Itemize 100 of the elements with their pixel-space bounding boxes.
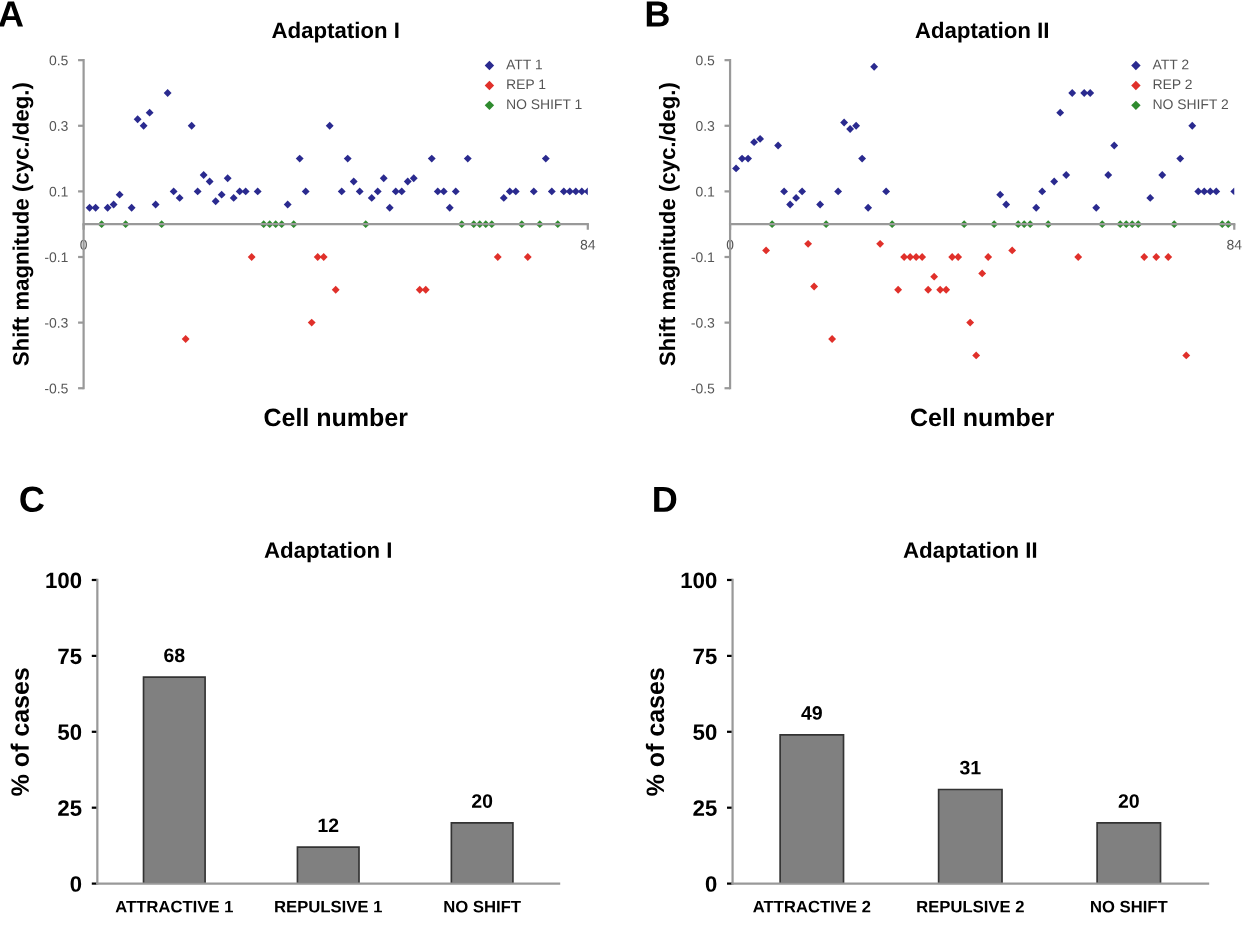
data-label: 49 — [801, 706, 822, 720]
y-tick-label: 75 — [58, 648, 82, 665]
text: B — [646, 1, 669, 27]
point — [145, 108, 154, 117]
point — [1002, 200, 1011, 209]
bar — [142, 676, 206, 884]
data-label: 20 — [1118, 794, 1139, 808]
point — [427, 154, 436, 163]
point — [1194, 187, 1203, 196]
point — [834, 187, 843, 196]
point — [774, 141, 783, 150]
point — [984, 253, 993, 261]
y-tick-label: 75 — [693, 648, 717, 665]
point — [493, 253, 502, 261]
point — [319, 253, 328, 261]
y-tick-label: 50 — [693, 724, 717, 741]
point — [505, 187, 514, 196]
point — [223, 174, 232, 183]
y-axis-title: Shift magnitude (cyc./deg.) — [658, 83, 680, 366]
point — [1104, 171, 1113, 179]
point — [349, 177, 358, 186]
point — [403, 177, 412, 186]
point — [205, 177, 214, 186]
point — [499, 194, 508, 202]
point — [283, 200, 292, 209]
point — [1212, 187, 1221, 196]
point — [307, 318, 316, 327]
point — [373, 187, 382, 196]
point — [463, 154, 472, 163]
point — [1188, 121, 1197, 130]
point — [115, 190, 124, 199]
point — [954, 253, 963, 261]
y-tick-label: 0 — [70, 876, 82, 892]
point — [750, 138, 759, 147]
point — [966, 318, 975, 327]
point — [840, 118, 849, 127]
point — [930, 272, 939, 281]
point — [762, 246, 771, 255]
point — [163, 89, 172, 97]
point — [864, 203, 873, 212]
point — [133, 115, 142, 124]
point — [810, 282, 819, 291]
point — [385, 203, 394, 212]
bar — [296, 846, 360, 884]
point — [894, 285, 903, 294]
point — [109, 200, 118, 209]
data-label: 68 — [164, 648, 185, 663]
point — [313, 253, 322, 261]
point — [367, 194, 376, 202]
y-tick-label: 25 — [58, 800, 82, 816]
point — [421, 285, 430, 294]
point — [942, 285, 951, 294]
point — [882, 187, 891, 196]
point — [1068, 89, 1077, 97]
point — [1146, 194, 1155, 202]
point — [792, 194, 801, 202]
bar — [779, 733, 845, 884]
data-label: 31 — [959, 760, 981, 775]
point — [187, 121, 196, 130]
point — [409, 174, 418, 183]
bar — [450, 822, 514, 884]
point — [1176, 154, 1185, 163]
point — [978, 269, 987, 278]
point — [541, 154, 550, 163]
point — [301, 187, 310, 196]
point — [169, 187, 178, 196]
point — [199, 171, 208, 179]
point — [325, 121, 334, 130]
point — [217, 190, 226, 199]
x-tick-label: ATTRACTIVE 2 — [753, 900, 871, 913]
point — [972, 351, 981, 360]
point — [85, 203, 94, 212]
point — [151, 200, 160, 209]
x-tick-label: REPULSIVE 1 — [275, 900, 382, 913]
point — [876, 239, 885, 248]
point — [924, 285, 933, 294]
point — [445, 203, 454, 212]
point — [858, 154, 867, 163]
point — [1038, 187, 1047, 196]
point — [247, 253, 256, 261]
point — [355, 187, 364, 196]
point — [571, 187, 580, 196]
point — [804, 239, 813, 248]
point — [1050, 177, 1059, 186]
point — [798, 187, 807, 196]
point — [175, 194, 184, 202]
point — [1056, 108, 1065, 117]
point — [738, 154, 747, 163]
point — [1182, 351, 1191, 360]
y-tick-label: 0 — [705, 876, 717, 892]
y-axis-title: % of cases — [645, 668, 665, 796]
point — [193, 187, 202, 196]
point — [1086, 89, 1095, 97]
data-label: 20 — [472, 794, 493, 808]
point — [1200, 187, 1209, 196]
x-tick-label: REPULSIVE 2 — [917, 900, 1024, 913]
point — [127, 203, 136, 212]
point — [559, 187, 568, 196]
point — [181, 335, 190, 343]
y-axis-title: % of cases — [10, 668, 29, 796]
